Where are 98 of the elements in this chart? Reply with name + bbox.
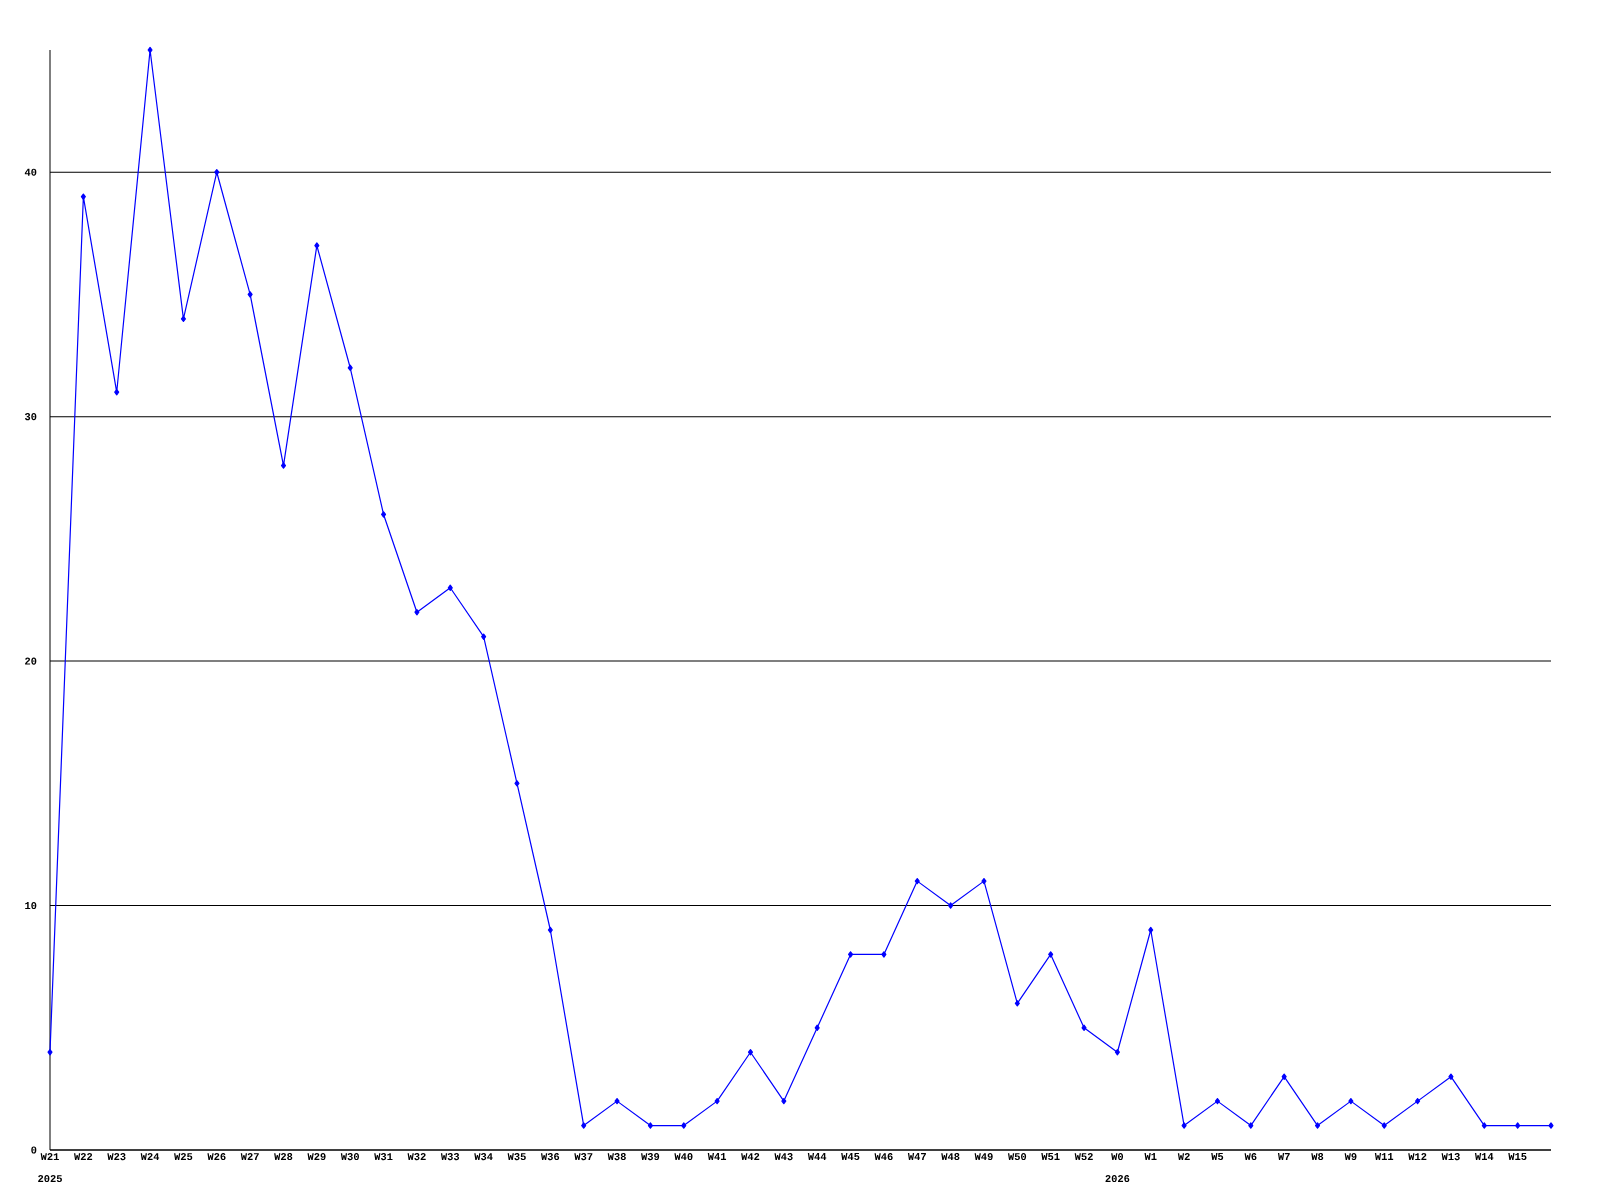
x-tick-label: W51 <box>1041 1153 1060 1161</box>
x-tick-label: W25 <box>174 1153 193 1161</box>
x-tick-label: W21 <box>40 1153 59 1161</box>
point <box>847 951 854 958</box>
x-tick-label: W50 <box>1007 1153 1027 1161</box>
point <box>1081 1024 1087 1031</box>
y-tick-label: 40 <box>24 168 37 176</box>
point <box>280 462 287 469</box>
x-tick-label: W46 <box>874 1153 893 1161</box>
x-tick-label: W15 <box>1508 1153 1527 1161</box>
x-tick-label: W1 <box>1144 1153 1157 1160</box>
point <box>481 633 487 640</box>
point <box>214 169 220 176</box>
y-tick-label: 20 <box>25 657 37 665</box>
point <box>681 1122 687 1129</box>
x-tick-label: W13 <box>1441 1153 1460 1161</box>
point <box>1381 1122 1387 1129</box>
point <box>948 902 954 909</box>
x-tick-label: W37 <box>574 1153 593 1161</box>
point <box>881 951 887 958</box>
x-tick-label: W6 <box>1244 1153 1257 1161</box>
point <box>1548 1122 1554 1129</box>
point <box>1214 1097 1221 1105</box>
point <box>1481 1122 1487 1129</box>
x-tick-label: W33 <box>440 1153 460 1161</box>
point <box>1014 1000 1020 1007</box>
point <box>647 1122 653 1129</box>
point <box>247 291 253 298</box>
point <box>47 1049 53 1056</box>
x-tick-label: W28 <box>274 1153 293 1161</box>
point <box>1314 1122 1321 1129</box>
point <box>114 389 120 396</box>
point <box>514 780 520 787</box>
x-tick-label: W35 <box>507 1153 526 1161</box>
y-tick-label: 10 <box>25 902 37 910</box>
point <box>180 315 186 323</box>
point <box>1114 1049 1120 1056</box>
point <box>381 511 387 518</box>
x-tick-label: W5 <box>1211 1153 1224 1161</box>
point <box>1248 1122 1254 1129</box>
x-tick-label: W47 <box>907 1153 926 1160</box>
point <box>147 46 153 54</box>
point <box>581 1122 587 1129</box>
x-tick-label: W22 <box>74 1153 93 1161</box>
x-tick-label: W42 <box>741 1153 760 1161</box>
x-tick-label: W14 <box>1474 1153 1494 1160</box>
x-tick-label: W11 <box>1374 1153 1394 1160</box>
point <box>1281 1073 1287 1080</box>
x-tick-label: W0 <box>1111 1153 1124 1161</box>
point <box>1348 1097 1354 1105</box>
x-tick-label: W2 <box>1177 1153 1190 1161</box>
point <box>1181 1122 1187 1129</box>
point <box>814 1024 820 1031</box>
point <box>981 877 987 885</box>
x-tick-label: W45 <box>841 1153 860 1161</box>
point <box>614 1097 620 1105</box>
point <box>347 364 353 371</box>
x-tick-label: W12 <box>1408 1153 1427 1161</box>
y-tick-label: 30 <box>24 413 37 421</box>
point <box>1148 926 1154 934</box>
point <box>80 193 86 200</box>
x-tick-label: W34 <box>474 1153 493 1161</box>
point <box>414 609 420 616</box>
y-tick-label: 0 <box>31 1146 37 1154</box>
x-tick-label: W43 <box>774 1153 793 1161</box>
point <box>1415 1097 1421 1105</box>
x-tick-label: W8 <box>1311 1153 1324 1161</box>
x-tick-label: W40 <box>674 1153 693 1161</box>
point <box>1515 1122 1521 1129</box>
x-tick-label: W7 <box>1277 1153 1290 1160</box>
x-tick-label: W31 <box>374 1153 393 1161</box>
point <box>714 1097 720 1105</box>
x-tick-label: W38 <box>607 1153 626 1161</box>
point <box>1048 951 1054 958</box>
x-tick-label: W29 <box>307 1153 326 1161</box>
x-tick-label: W30 <box>340 1153 359 1161</box>
x-tick-label: W52 <box>1074 1153 1093 1161</box>
point <box>314 242 320 249</box>
text: 2025 <box>38 1175 62 1183</box>
point <box>747 1049 754 1056</box>
point <box>447 584 453 591</box>
point <box>914 877 920 885</box>
x-tick-label: W39 <box>641 1153 660 1161</box>
point <box>1448 1073 1454 1080</box>
x-tick-label: W24 <box>140 1153 160 1161</box>
x-tick-label: W48 <box>941 1153 960 1161</box>
x-tick-label: W36 <box>540 1153 560 1161</box>
x-tick-label: W49 <box>974 1153 993 1161</box>
x-tick-label: W27 <box>240 1153 259 1161</box>
point <box>547 926 553 934</box>
x-tick-label: W32 <box>407 1153 426 1161</box>
point <box>781 1097 787 1105</box>
x-tick-label: W26 <box>207 1153 226 1161</box>
x-tick-label: W44 <box>807 1153 827 1160</box>
text: 2026 <box>1105 1175 1130 1183</box>
x-tick-label: W41 <box>707 1153 727 1160</box>
x-tick-label: W9 <box>1344 1153 1357 1161</box>
x-tick-label: W23 <box>107 1153 126 1161</box>
